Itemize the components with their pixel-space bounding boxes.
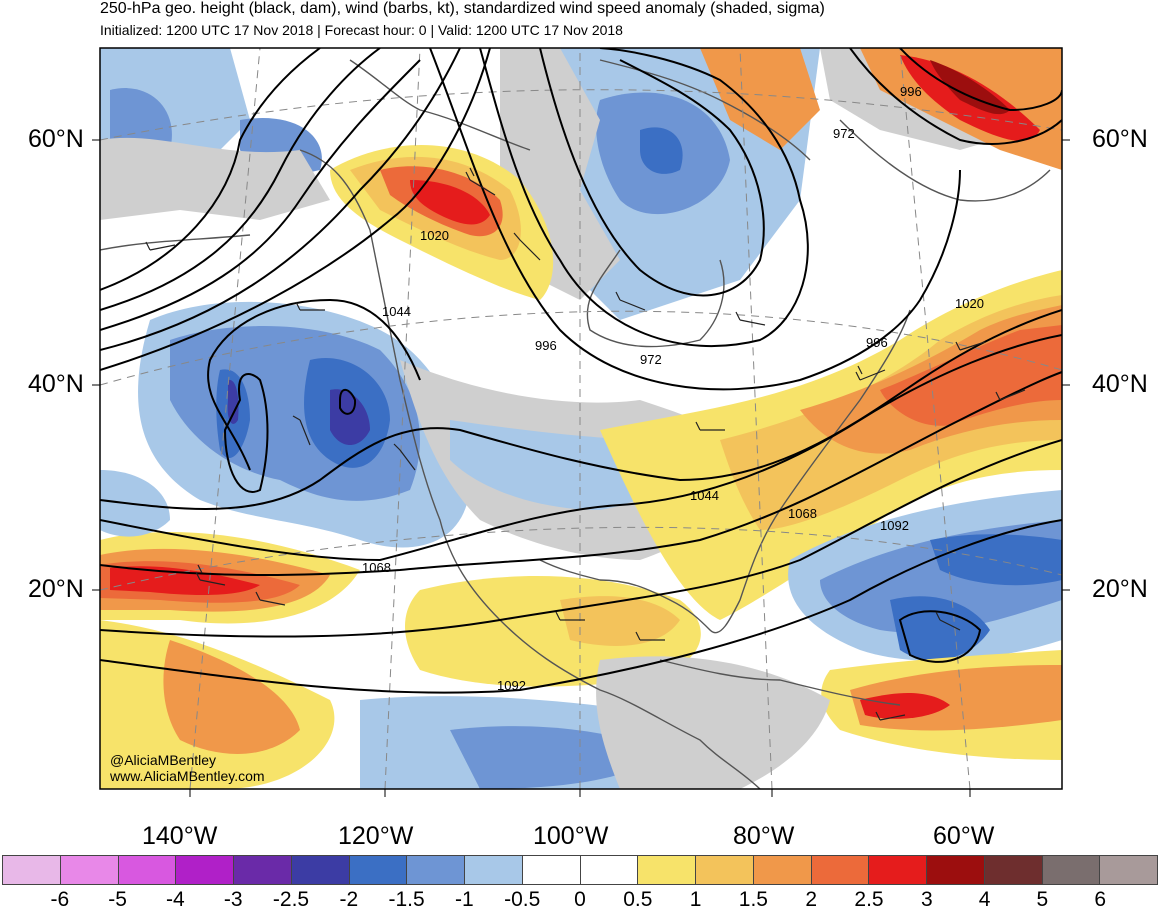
contour-label: 1092 [497,678,526,693]
contour-label: 1044 [690,488,719,503]
colorbar-tick-label: -5 [108,888,127,911]
lat-label-60n-left: 60°N [28,125,84,153]
map-border [99,47,1063,790]
contour-label: 1068 [788,506,817,521]
colorbar-swatch [407,856,465,884]
lon-label-80w: 80°W [733,822,795,850]
map-title: 250-hPa geo. height (black, dam), wind (… [100,0,825,17]
lon-label-140w: 140°W [142,822,218,850]
colorbar-tick-label: 2.5 [854,888,884,911]
colorbar-swatch [1100,856,1157,884]
colorbar-swatch [465,856,523,884]
contour-label: 1020 [955,296,984,311]
colorbar-swatch [984,856,1043,884]
contour-label: 1044 [382,304,411,319]
map-subtitle: Initialized: 1200 UTC 17 Nov 2018 | Fore… [100,22,623,38]
colorbar-tick-label: 5 [1036,888,1049,911]
axis-ticks [92,139,1070,797]
colorbar-tick-label: -2 [339,888,359,911]
colorbar-swatch [927,856,985,884]
colorbar-tick-label: 1.5 [738,888,768,911]
colorbar-tick-label: 2 [805,888,818,911]
colorbar-swatch [753,856,812,884]
colorbar-swatch [1042,856,1101,884]
colorbar-swatch [811,856,870,884]
contour-labels: 996 972 1020 1044 996 972 996 1020 1044 … [362,84,984,693]
credit-handle: @AliciaMBentley [110,752,217,768]
contour-label: 972 [640,352,662,367]
lon-label-120w: 120°W [338,822,414,850]
lat-label-20n-right: 20°N [1092,575,1148,603]
colorbar-swatch [869,856,927,884]
contour-label: 996 [866,335,888,350]
colorbar-tick-label: -0.5 [504,888,541,911]
colorbar-swatch [522,856,581,884]
colorbar-tick-label: -4 [166,888,185,911]
colorbar-tick-label: 6 [1094,888,1107,911]
colorbar-swatch [696,856,754,884]
lat-label-20n-left: 20°N [28,575,84,603]
colorbar-swatch [349,856,408,884]
colorbar-tick-label: 3 [920,888,933,911]
colorbar-swatch [176,856,234,884]
credit-website: www.AliciaMBentley.com [110,768,265,784]
contour-label: 996 [535,338,557,353]
colorbar-tick-label: -6 [50,888,70,911]
colorbar [2,855,1158,885]
colorbar-tick-label: -2.5 [272,888,310,911]
colorbar-tick-label: 0.5 [623,888,653,911]
colorbar-tick-label: 0 [574,888,586,911]
colorbar-tick-label: 1 [689,888,702,911]
colorbar-swatch [234,856,292,884]
colorbar-swatch [60,856,119,884]
lat-label-40n-right: 40°N [1092,370,1148,398]
colorbar-tick-label: -1 [455,888,474,911]
contour-label: 1068 [362,560,391,575]
lat-label-40n-left: 40°N [28,370,84,398]
contour-label: 996 [900,84,922,99]
graticule [100,48,1062,789]
wind-barbs [145,167,1026,721]
contour-label: 1092 [880,518,909,533]
colorbar-tick-label: 4 [978,888,991,911]
lat-label-60n-right: 60°N [1092,125,1148,153]
colorbar-swatch [3,856,61,884]
colorbar-tick-label: -1.5 [388,888,425,911]
coastlines [100,59,1051,789]
colorbar-tick-label: -3 [223,888,243,911]
colorbar-swatch [638,856,696,884]
contour-label: 1020 [420,228,449,243]
colorbar-swatch [580,856,639,884]
lon-label-60w: 60°W [933,822,995,850]
contour-label: 972 [833,126,855,141]
lon-label-100w: 100°W [533,822,609,850]
height-contours [100,48,1062,694]
colorbar-swatch [118,856,177,884]
colorbar-swatch [291,856,350,884]
